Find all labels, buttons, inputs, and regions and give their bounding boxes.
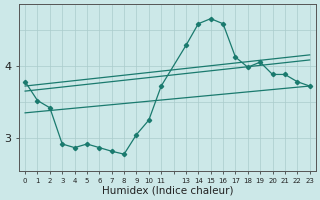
- X-axis label: Humidex (Indice chaleur): Humidex (Indice chaleur): [102, 186, 233, 196]
